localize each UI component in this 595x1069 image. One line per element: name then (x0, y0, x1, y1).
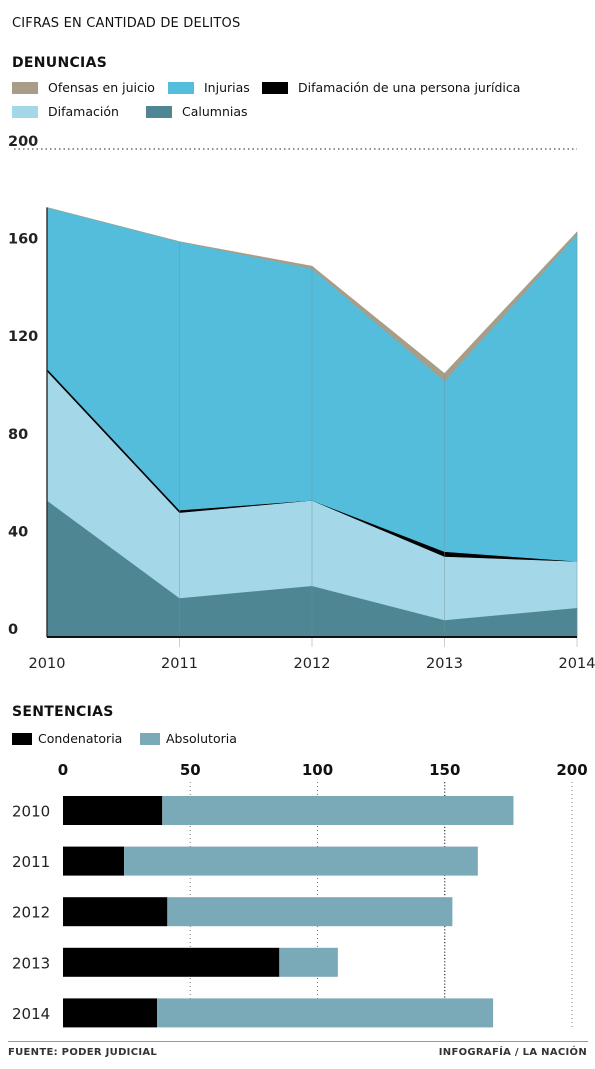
legend-ofensas: Ofensas en juicio (12, 80, 155, 95)
legend-absolutoria: Absolutoria (140, 731, 237, 746)
category-label: 2013 (12, 954, 50, 972)
bar-condenatoria-2014 (63, 998, 158, 1028)
footer-credit: INFOGRAFÍA / LA NACIÓN (438, 1047, 587, 1058)
legend-swatch-calumnias (146, 105, 172, 118)
y-tick-label: 160 (8, 232, 38, 248)
x-tick-label: 2011 (161, 656, 198, 672)
footer-divider (8, 1041, 588, 1042)
legend-label-ofensas: Ofensas en juicio (48, 80, 155, 95)
sentencias-title: SENTENCIAS (12, 704, 114, 720)
area-grid (14, 148, 578, 647)
bar-absolutoria-2014 (157, 998, 494, 1028)
denuncias-title: DENUNCIAS (12, 55, 108, 71)
x-tick-label: 150 (429, 761, 460, 779)
area-y-ticks: 0 40 80 120 160 200 (8, 134, 38, 638)
y-tick-label: 200 (8, 134, 38, 150)
legend-swatch-condenatoria (12, 732, 32, 745)
bar-absolutoria-2013 (279, 947, 338, 977)
legend-swatch-absolutoria (140, 732, 160, 745)
denuncias-area-chart: 0 40 80 120 160 200 2010 2011 2012 2013 2014 (8, 134, 595, 672)
bar-condenatoria-2010 (63, 796, 163, 825)
footer-source: FUENTE: PODER JUDICIAL (8, 1047, 158, 1058)
x-tick-label: 200 (556, 761, 587, 779)
legend-label-absolutoria: Absolutoria (166, 731, 237, 746)
y-tick-label: 80 (8, 427, 28, 443)
legend-difamacion-juridica: Difamación de una persona jurídica (262, 80, 520, 95)
bar-absolutoria-2012 (167, 897, 453, 927)
bar-condenatoria-2012 (63, 897, 168, 927)
bar-condenatoria-2013 (63, 947, 280, 977)
x-tick-label: 2013 (426, 656, 463, 672)
category-label: 2011 (12, 853, 50, 871)
legend-condenatoria: Condenatoria (12, 731, 122, 746)
area-x-ticks: 2010 2011 2012 2013 2014 (29, 656, 595, 672)
category-label: 2014 (12, 1005, 50, 1023)
category-label: 2010 (12, 803, 50, 821)
legend-swatch-difamacion-juridica (262, 81, 288, 94)
bar-absolutoria-2010 (162, 796, 514, 825)
page-title: CIFRAS EN CANTIDAD DE DELITOS (12, 16, 241, 31)
legend-swatch-difamacion (12, 105, 38, 118)
y-tick-label: 0 (8, 622, 18, 638)
y-tick-label: 120 (8, 329, 38, 345)
legend-injurias: Injurias (168, 80, 250, 95)
legend-swatch-ofensas (12, 81, 38, 94)
bar-absolutoria-2011 (124, 846, 478, 876)
legend-label-difamacion: Difamación (48, 104, 119, 119)
x-tick-label: 2012 (294, 656, 331, 672)
bar-condenatoria-2011 (63, 846, 125, 876)
sentencias-bar-chart: 0 50 100 150 200 2010 2011 2012 2013 2014 (12, 761, 588, 1028)
legend-label-calumnias: Calumnias (182, 104, 248, 119)
legend-calumnias: Calumnias (146, 104, 248, 119)
bar-bars (63, 796, 514, 1028)
legend-difamacion: Difamación (12, 104, 119, 119)
x-tick-label: 2010 (29, 656, 66, 672)
legend-label-difamacion-juridica: Difamación de una persona jurídica (298, 80, 521, 95)
bar-x-ticks: 0 50 100 150 200 (58, 761, 588, 779)
x-tick-label: 100 (302, 761, 333, 779)
x-tick-label: 2014 (559, 656, 595, 672)
legend-label-injurias: Injurias (204, 80, 250, 95)
legend-label-condenatoria: Condenatoria (38, 731, 123, 746)
legend-swatch-injurias (168, 81, 194, 94)
x-tick-label: 0 (58, 761, 68, 779)
x-tick-label: 50 (180, 761, 201, 779)
category-label: 2012 (12, 904, 50, 922)
y-tick-label: 40 (8, 524, 28, 540)
bar-category-labels: 2010 2011 2012 2013 2014 (12, 803, 50, 1023)
